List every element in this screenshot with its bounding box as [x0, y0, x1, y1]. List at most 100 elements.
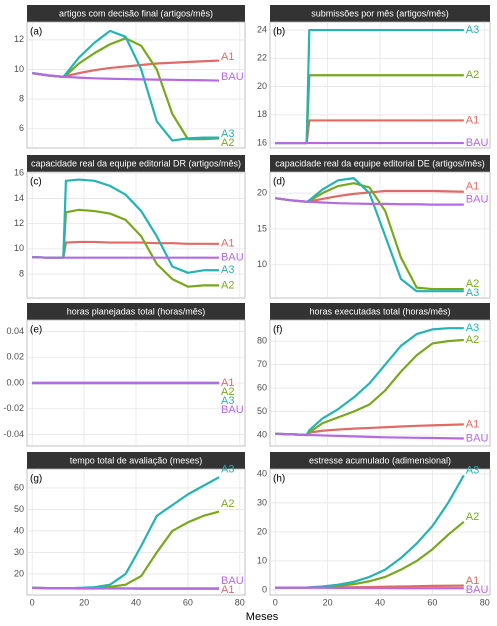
- y-tick-label: 6: [19, 123, 24, 133]
- x-tick-label: 60: [427, 597, 437, 607]
- panel-title: horas executadas total (horas/mês): [309, 306, 450, 316]
- y-tick-label: 22: [257, 53, 267, 63]
- series-label: BAU: [466, 432, 489, 444]
- panel-tag: (a): [30, 27, 42, 38]
- y-tick-label: 0.04: [6, 326, 24, 336]
- y-tick-label: 30: [14, 547, 24, 557]
- panel: capacidade real da equipe editorial DR (…: [14, 155, 246, 299]
- panel-tag: (h): [273, 474, 285, 485]
- y-tick-label: 16: [257, 137, 267, 147]
- series-label: A1: [221, 51, 234, 63]
- series-label: A2: [221, 498, 234, 510]
- panel-title: capacidade real da equipe editorial DR (…: [31, 158, 241, 168]
- panel-title: tempo total de avaliação (meses): [70, 455, 203, 465]
- panel: horas executadas total (horas/mês) 40 50 60…: [257, 303, 491, 447]
- x-tick-label: 20: [79, 597, 89, 607]
- panel-tag: (e): [30, 325, 42, 336]
- panel-title: artigos com decisão final (artigos/mês): [59, 8, 213, 18]
- series-label: A1: [466, 181, 479, 193]
- y-tick-label: 40: [257, 468, 267, 478]
- series-label: A1: [466, 114, 479, 126]
- series-line: [32, 255, 220, 259]
- x-tick-label: 0: [273, 597, 278, 607]
- x-axis-title: Meses: [246, 611, 279, 623]
- y-tick-label: 16: [14, 168, 24, 178]
- series-label: A1: [466, 575, 479, 587]
- strip: [270, 452, 490, 469]
- series-line: [275, 432, 464, 440]
- series-label: BAU: [466, 584, 489, 596]
- series-label: A1: [466, 418, 479, 430]
- series-label: A1: [221, 238, 234, 250]
- y-tick-label: 40: [14, 525, 24, 535]
- y-tick-label: 14: [14, 193, 24, 203]
- panel-title: capacidade real da equipe editorial DE (…: [275, 158, 485, 168]
- x-tick-label: 60: [183, 597, 193, 607]
- series-label: BAU: [221, 575, 244, 587]
- panel: horas planejadas total (horas/mês) -0.04 -…: [3, 303, 246, 447]
- series-label: A2: [466, 334, 479, 346]
- y-tick-label: 60: [257, 382, 267, 392]
- y-tick-label: -0.02: [3, 403, 24, 413]
- series-label: BAU: [221, 71, 244, 83]
- series-line: [32, 178, 220, 274]
- panel-tag: (c): [30, 177, 42, 188]
- series-label: A2: [221, 386, 234, 398]
- x-tick-label: 0: [30, 597, 35, 607]
- y-tick-label: 24: [257, 24, 267, 34]
- y-tick-label: 30: [257, 497, 267, 507]
- y-tick-label: 80: [257, 335, 267, 345]
- y-tick-label: 18: [257, 109, 267, 119]
- series-label: BAU: [221, 404, 244, 416]
- series-label: A3: [221, 464, 234, 476]
- y-tick-label: 20: [257, 81, 267, 91]
- series-label: A3: [466, 287, 479, 299]
- series-line: [32, 72, 220, 82]
- x-tick-label: 80: [480, 597, 490, 607]
- strip: [27, 5, 245, 22]
- panel-title: estresse acumulado (adimensional): [309, 455, 451, 465]
- series-label: A1: [221, 584, 234, 596]
- strip: [270, 303, 490, 320]
- y-tick-label: 10: [14, 64, 24, 74]
- panel-title: horas planejadas total (horas/mês): [67, 306, 206, 316]
- series-label: A2: [466, 69, 479, 81]
- panel-tag: (g): [30, 474, 42, 485]
- y-tick-label: 10: [257, 259, 267, 269]
- x-tick-label: 40: [131, 597, 141, 607]
- y-tick-label: 0.02: [6, 352, 24, 362]
- panel: tempo total de avaliação (meses) 0 20 40 60 8…: [14, 452, 246, 607]
- panel-tag: (b): [273, 27, 285, 38]
- series-label: BAU: [466, 137, 489, 149]
- series-label: A3: [221, 264, 234, 276]
- panel: capacidade real da equipe editorial DE (…: [257, 155, 491, 299]
- panel: estresse acumulado (adimensional) 0 20 40 60…: [257, 452, 491, 607]
- strip: [27, 303, 245, 320]
- series-label: A3: [466, 322, 479, 334]
- y-tick-label: 10: [257, 555, 267, 565]
- panel-tag: (d): [273, 177, 285, 188]
- strip: [270, 155, 490, 172]
- y-tick-label: -0.04: [3, 429, 24, 439]
- series-label: A2: [466, 511, 479, 523]
- series-line: [275, 586, 464, 590]
- x-tick-label: 40: [375, 597, 385, 607]
- series-label: A3: [466, 24, 479, 36]
- strip: [270, 5, 490, 22]
- x-tick-label: 20: [323, 597, 333, 607]
- y-tick-label: 12: [14, 34, 24, 44]
- x-tick-label: 80: [235, 597, 245, 607]
- y-tick-label: 20: [257, 188, 267, 198]
- series-label: A3: [466, 465, 479, 477]
- series-line: [275, 28, 464, 145]
- y-tick-label: 60: [14, 482, 24, 492]
- strip: [27, 452, 245, 469]
- series-label: BAU: [221, 252, 244, 264]
- panel: submissões por mês (artigos/mês) 16 18 20 22…: [257, 5, 491, 149]
- panel-tag: (f): [273, 325, 282, 336]
- y-tick-label: 50: [14, 504, 24, 514]
- series-line: [275, 197, 464, 206]
- y-tick-label: 20: [257, 526, 267, 536]
- y-tick-label: 70: [257, 359, 267, 369]
